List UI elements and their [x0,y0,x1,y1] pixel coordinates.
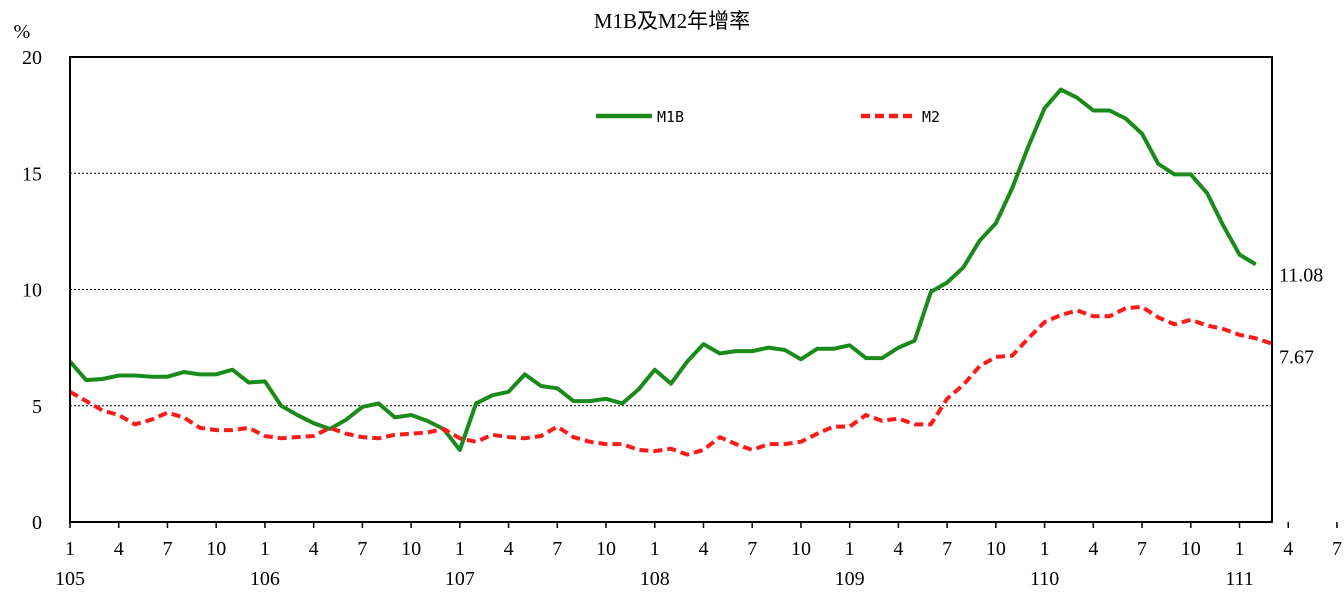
x-tick-label: 1 [1235,538,1245,560]
x-year-label: 106 [250,568,280,590]
x-year-label: 109 [835,568,865,590]
x-tick-label: 7 [747,538,757,560]
end-value-labels: 11.08 7.67 [1279,264,1323,368]
x-tick-label: 1 [1040,538,1050,560]
x-tick-label: 4 [504,538,514,560]
legend: M1B M2 [596,108,940,126]
legend-m2-label: M2 [922,108,940,126]
end-label-m1b: 11.08 [1279,264,1323,286]
legend-m1b-label: M1B [657,108,684,126]
x-tick-label: 7 [1137,538,1147,560]
y-tick-label: 15 [22,163,42,185]
series-line-m2 [69,304,1273,457]
x-tick-label: 10 [791,538,811,560]
x-tick-label: 1 [650,538,660,560]
x-tick-label: 7 [1332,538,1342,560]
y-axis-ticks: 0 5 10 15 20 [22,47,42,534]
x-tick-label: 10 [596,538,616,560]
chart-title: M1B及M2年增率 [594,9,750,33]
x-year-label: 108 [640,568,670,590]
x-tick-label: 1 [260,538,270,560]
x-tick-label: 4 [1283,538,1293,560]
x-tick-label: 4 [893,538,903,560]
x-tick-label: 10 [206,538,226,560]
x-tick-label: 1 [455,538,465,560]
x-tick-label: 4 [698,538,708,560]
plot-frame [69,56,1273,523]
x-tick-label: 4 [309,538,319,560]
series-lines [68,87,1273,457]
x-year-label: 110 [1030,568,1059,590]
x-year-label: 107 [445,568,475,590]
x-tick-label: 10 [1181,538,1201,560]
x-tick-label: 1 [65,538,75,560]
x-axis-ticks: 1471014710147101471014710147101471011051… [55,522,1342,590]
x-tick-label: 7 [552,538,562,560]
end-label-m2: 7.67 [1279,347,1314,369]
x-tick-label: 4 [1088,538,1098,560]
y-tick-label: 5 [32,396,42,418]
x-year-label: 105 [55,568,85,590]
gridlines [70,172,1272,407]
x-tick-label: 10 [401,538,421,560]
x-tick-label: 1 [845,538,855,560]
y-tick-label: 0 [32,512,42,534]
x-year-label: 111 [1225,568,1254,590]
y-tick-label: 20 [22,47,42,69]
x-tick-label: 7 [162,538,172,560]
x-tick-label: 10 [986,538,1006,560]
x-tick-label: 7 [357,538,367,560]
series-line-m1b [68,87,1257,452]
x-tick-label: 4 [114,538,124,560]
y-tick-label: 10 [22,280,42,302]
y-axis-unit-label: % [14,21,31,43]
x-tick-label: 7 [942,538,952,560]
